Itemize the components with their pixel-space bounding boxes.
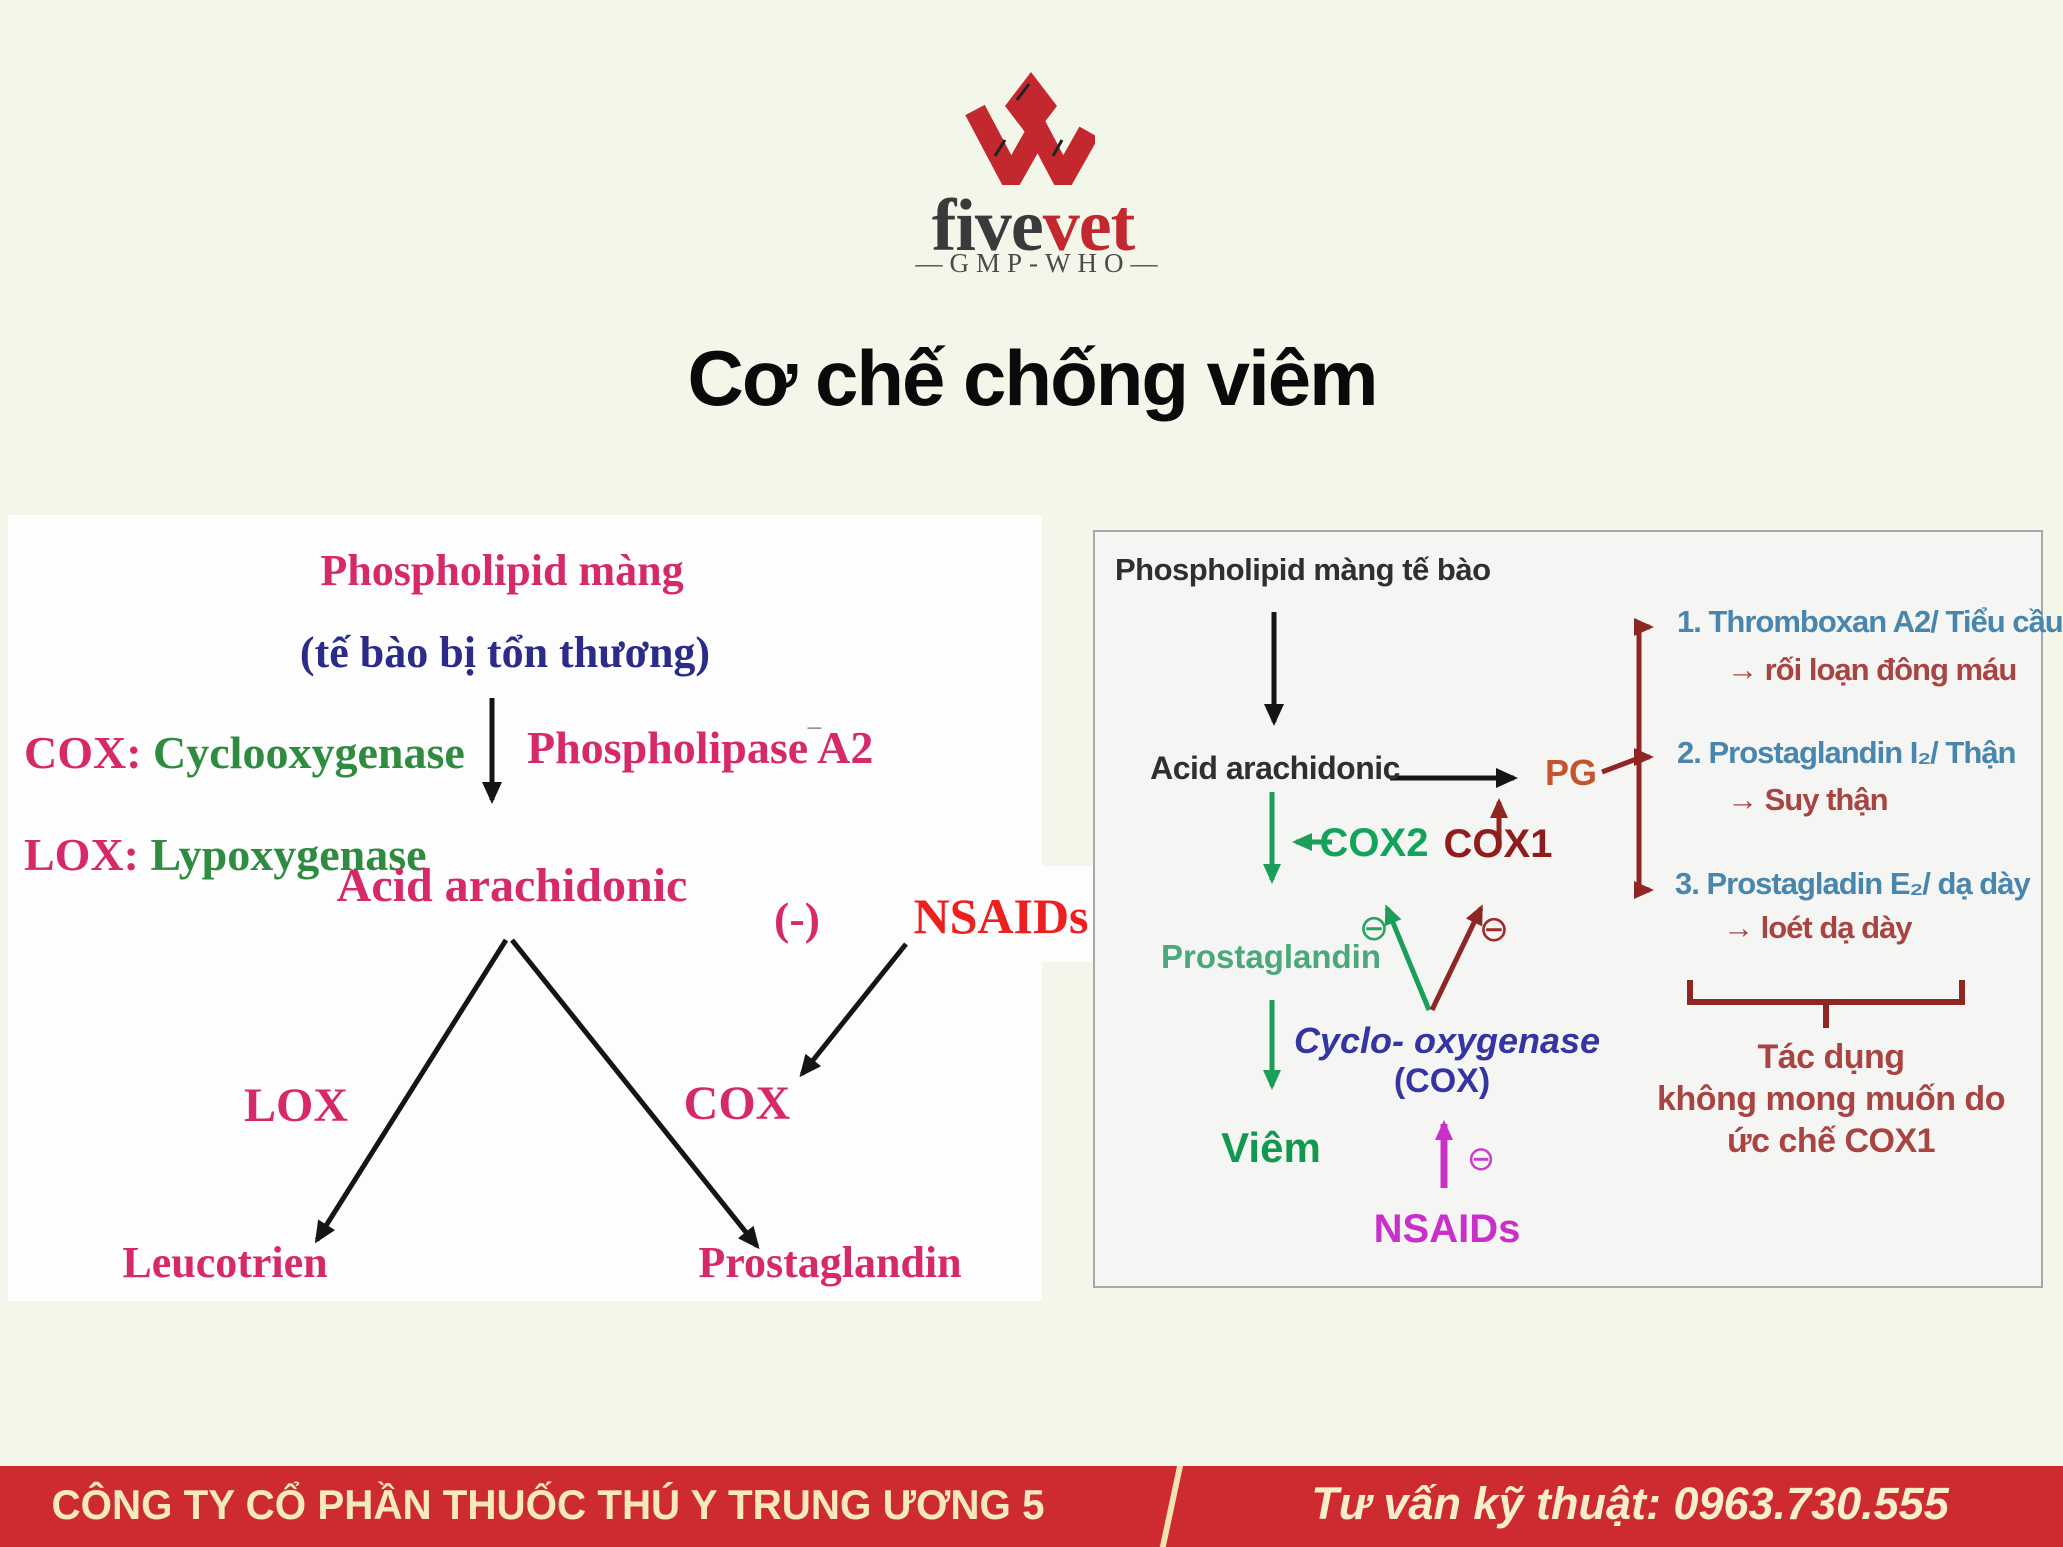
fivevet-w-mark-icon: [965, 72, 1095, 185]
label-cox-enzyme: COX: [683, 1077, 791, 1130]
label-note-line1: Tác dụng: [1757, 1038, 1905, 1076]
footer-hotline: Tư vấn kỹ thuật: 0963.730.555: [1311, 1478, 1949, 1529]
label-damaged-cell: (tế bào bị tổn thương): [299, 628, 711, 677]
logo-left-chevron: [965, 104, 1047, 185]
label-effect-1-consequence: → rối loạn đông máu: [1727, 652, 2017, 687]
logo-accent-2: [993, 139, 1007, 157]
brand-wordmark: fivevet: [931, 184, 1136, 269]
legend-lox: LOX: Lypoxygenase: [24, 829, 427, 882]
footer-bar: [0, 1466, 2063, 1547]
legend-cox: COX: Cyclooxygenase: [24, 727, 465, 780]
label-cox-paren: (COX): [1393, 1062, 1491, 1100]
brand-five: five: [931, 185, 1044, 267]
label-phospholipase-a2: Phospholipase A2: [527, 722, 874, 773]
label-phospholipase-superscript: −: [806, 712, 823, 745]
label-effect-2: 2. Prostaglandin I₂/ Thận: [1677, 735, 2016, 770]
label-inhibition-minus: (-): [774, 893, 820, 944]
nsaids-highlight-strip: [1040, 866, 1096, 962]
label-leucotrien: Leucotrien: [122, 1238, 328, 1287]
label-viem: Viêm: [1221, 1124, 1321, 1171]
logo-accent-3: [1051, 139, 1064, 157]
label-cox1: COX1: [1443, 822, 1553, 866]
legend-cox-value: Cyclooxygenase: [141, 727, 465, 778]
legend-cox-key: COX:: [24, 727, 142, 778]
label-cox2: COX2: [1319, 821, 1429, 865]
brand-tagline: —GMP-WHO—: [915, 248, 1165, 278]
legend-lox-key: LOX:: [24, 829, 139, 880]
brand-vet: vet: [1042, 185, 1135, 267]
label-effect-3: 3. Prostagladin E₂/ dạ dày: [1675, 866, 2031, 901]
label-pg: PG: [1544, 752, 1598, 793]
label-prostaglandin-right: Prostaglandin: [1160, 938, 1382, 975]
label-nsaids-left: NSAIDs: [913, 888, 1089, 944]
right-diagram-panel: [1093, 530, 2043, 1288]
logo-accent-1: [1015, 83, 1031, 101]
label-acid-arachidonic-left: Acid arachidonic: [336, 859, 688, 912]
label-nsaids-right: NSAIDs: [1373, 1207, 1521, 1251]
label-effect-1: 1. Thromboxan A2/ Tiểu cầu: [1677, 604, 2063, 639]
minus-circle-darkred-icon: ⊖: [1478, 908, 1510, 949]
label-cyclo-oxygenase: Cyclo- oxygenase: [1293, 1020, 1601, 1061]
footer-company-name: CÔNG TY CỔ PHẦN THUỐC THÚ Y TRUNG ƯƠNG 5: [51, 1481, 1045, 1528]
label-phospholipid-membrane-right: Phospholipid màng tế bào: [1115, 552, 1491, 587]
legend-lox-value: Lypoxygenase: [139, 829, 427, 880]
minus-circle-green-icon: ⊖: [1358, 907, 1390, 948]
label-acid-arachidonic-right: Acid arachidonic: [1150, 750, 1400, 786]
label-phospholipid-membrane: Phospholipid màng: [320, 546, 684, 595]
label-lox-enzyme: LOX: [243, 1079, 349, 1132]
label-note-line3: ức chế COX1: [1726, 1122, 1936, 1160]
logo-diamond: [1005, 72, 1057, 140]
page-title: Cơ chế chống viêm: [687, 334, 1379, 422]
label-note-line2: không mong muốn do: [1657, 1080, 2005, 1118]
label-effect-3-consequence: → loét dạ dày: [1723, 910, 1913, 945]
minus-circle-magenta-icon: ⊖: [1466, 1140, 1496, 1178]
logo-right-chevron: [1017, 104, 1095, 185]
label-prostaglandin-left: Prostaglandin: [698, 1238, 962, 1287]
label-effect-2-consequence: → Suy thận: [1727, 782, 1889, 817]
